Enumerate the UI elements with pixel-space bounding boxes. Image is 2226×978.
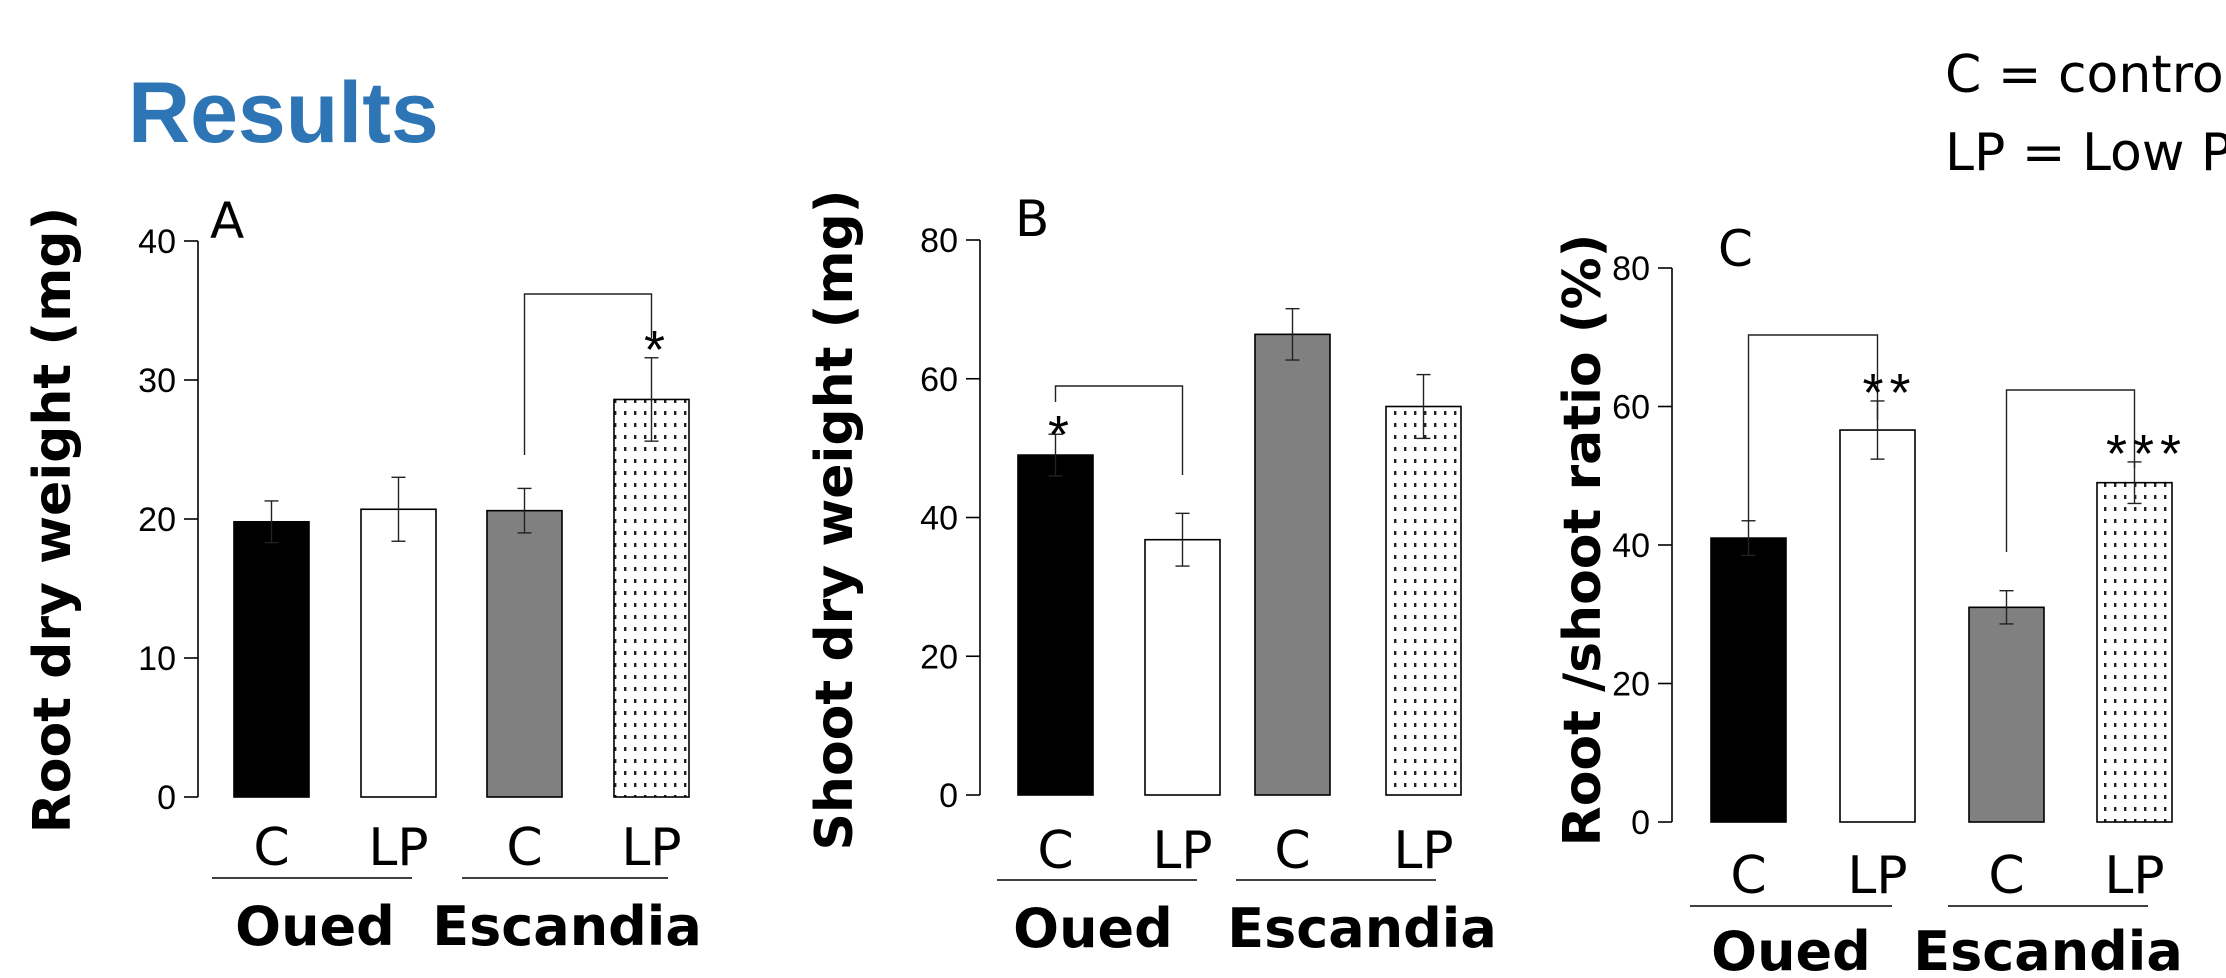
y-tick-label: 40 <box>138 223 176 261</box>
panel-label: A <box>210 192 244 250</box>
group-label: Escandia <box>432 895 702 958</box>
category-label: LP <box>368 818 428 878</box>
y-axis-label: Shoot dry weight (mg) <box>805 189 865 850</box>
group-label: Oued <box>235 895 395 958</box>
category-label: LP <box>1847 846 1907 906</box>
y-tick-label: 20 <box>138 501 176 539</box>
y-tick-label: 30 <box>138 362 176 400</box>
significance-marker: *** <box>2106 424 2187 484</box>
category-label: C <box>1037 821 1073 881</box>
y-tick-label: 60 <box>920 361 958 399</box>
bar-0 <box>1710 537 1787 823</box>
significance-bracket <box>2005 389 2136 552</box>
significance-bracket <box>1054 385 1184 475</box>
y-tick-label: 0 <box>939 777 958 815</box>
bar-2 <box>1968 606 2045 823</box>
legend-control: C = control <box>1945 45 2226 105</box>
significance-marker: * <box>644 320 671 380</box>
y-tick-label: 40 <box>1612 527 1650 565</box>
y-tick-label: 20 <box>920 638 958 676</box>
significance-marker: ** <box>1862 363 1916 423</box>
significance-marker: * <box>1048 405 1075 465</box>
significance-bracket <box>1747 334 1879 522</box>
y-axis-label: Root dry weight (mg) <box>23 207 83 834</box>
category-label: C <box>253 818 289 878</box>
bar-2 <box>486 509 563 798</box>
y-tick-label: 40 <box>920 500 958 538</box>
category-label: LP <box>621 818 681 878</box>
group-label: Escandia <box>1913 920 2183 978</box>
category-label: C <box>506 818 542 878</box>
bar-1 <box>1839 429 1916 823</box>
category-label: LP <box>2104 846 2164 906</box>
group-label: Escandia <box>1227 897 1497 960</box>
legend-low-p: LP = Low P <box>1945 123 2226 183</box>
y-tick-label: 20 <box>1612 666 1650 704</box>
bar-0 <box>1017 454 1094 796</box>
bar-1 <box>360 508 437 798</box>
chart-panels: 0 10 20 30 40 A Root dry weight (mg) C LP C LP Oued… <box>23 189 2187 978</box>
significance-bracket <box>523 293 653 455</box>
y-tick-label: 80 <box>920 222 958 260</box>
panel-label: B <box>1015 190 1049 248</box>
bar-3 <box>1385 405 1462 796</box>
category-label: LP <box>1152 821 1212 881</box>
bar-3 <box>2096 481 2173 823</box>
y-tick-label: 10 <box>138 640 176 678</box>
panel-a: 0 10 20 30 40 A Root dry weight (mg) C LP C LP Oued… <box>23 192 702 958</box>
panel-b: 0 20 40 60 80 B Shoot dry weight (mg) C LP C LP Oue… <box>805 189 1497 960</box>
y-axis-label: Root /shoot ratio (%) <box>1553 234 1613 847</box>
bar-3 <box>613 398 690 798</box>
y-tick-label: 0 <box>157 779 176 817</box>
bar-0 <box>233 520 310 798</box>
category-label: C <box>1730 846 1766 906</box>
group-label: Oued <box>1013 897 1173 960</box>
category-label: C <box>1274 821 1310 881</box>
page-title: Results <box>128 65 439 161</box>
y-tick-label: 80 <box>1612 250 1650 288</box>
group-label: Oued <box>1711 920 1871 978</box>
category-label: LP <box>1393 821 1453 881</box>
bar-2 <box>1254 333 1331 796</box>
bar-1 <box>1144 538 1221 796</box>
panel-c: 0 20 40 60 80 C Root /shoot ratio (%) C LP C LP Oue… <box>1553 220 2187 978</box>
y-tick-label: 0 <box>1631 804 1650 842</box>
panel-label: C <box>1718 220 1753 278</box>
category-label: C <box>1988 846 2024 906</box>
y-tick-label: 60 <box>1612 389 1650 427</box>
